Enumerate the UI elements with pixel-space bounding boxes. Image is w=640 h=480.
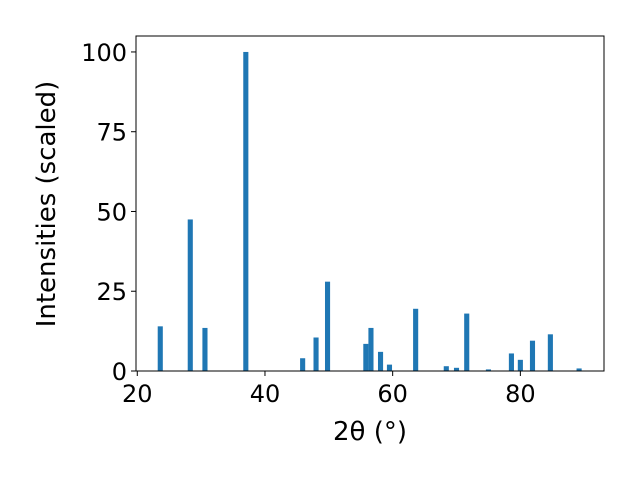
bar	[485, 369, 491, 371]
bar	[386, 364, 393, 371]
bar	[529, 340, 536, 371]
bar	[576, 368, 582, 371]
y-axis-label: Intensities (scaled)	[32, 81, 62, 328]
bar	[243, 51, 249, 371]
x-tick-label: 60	[377, 380, 408, 408]
bar	[300, 358, 306, 371]
bar	[187, 219, 193, 371]
bar	[508, 353, 514, 371]
bar	[464, 313, 470, 371]
plot-frame	[135, 35, 605, 372]
bar	[324, 281, 331, 371]
bar	[368, 327, 374, 371]
y-tick-label: 100	[81, 39, 127, 67]
bar	[377, 351, 384, 371]
bar	[547, 334, 553, 371]
y-tick-label: 50	[96, 198, 127, 226]
y-tick-label: 25	[96, 278, 127, 306]
x-tick-label: 80	[505, 380, 536, 408]
bar	[413, 308, 419, 371]
x-tick-label: 20	[122, 380, 153, 408]
x-tick-label: 40	[250, 380, 281, 408]
y-tick-label: 75	[96, 119, 127, 147]
bar	[363, 343, 369, 371]
bar	[443, 366, 449, 371]
bar	[202, 327, 208, 371]
bar	[517, 359, 523, 371]
bar	[157, 326, 163, 371]
bar	[313, 337, 319, 371]
x-axis-label: 2θ (°)	[333, 417, 407, 447]
y-tick-label: 0	[112, 358, 127, 386]
bar	[453, 367, 460, 371]
